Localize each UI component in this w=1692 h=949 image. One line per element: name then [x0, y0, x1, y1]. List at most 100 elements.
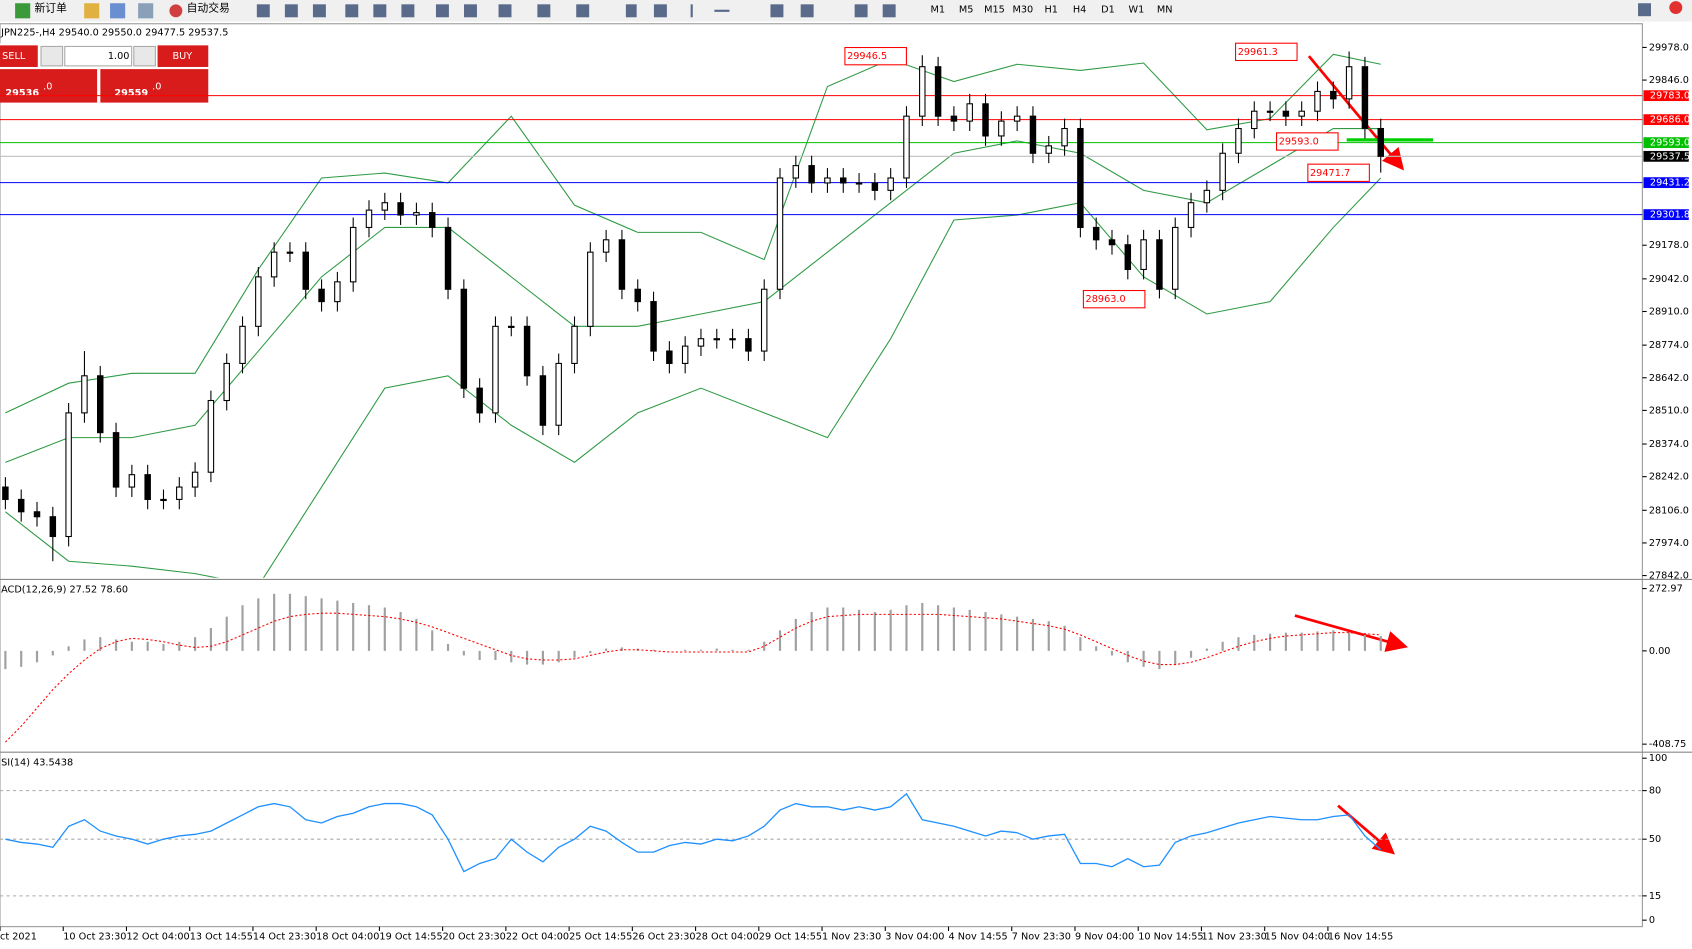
lot-up[interactable] — [133, 45, 156, 67]
candle-body — [508, 325, 515, 328]
macd-bar — [178, 641, 181, 651]
sell-price-big[interactable]: .0 — [43, 81, 52, 92]
x-tick-label: 4 Nov 14:55 — [949, 931, 1008, 942]
y-tick-label: 0.00 — [1649, 646, 1671, 657]
timeframe-button[interactable]: H4 — [1073, 5, 1086, 16]
tool-icon[interactable] — [256, 4, 270, 18]
tool-icon[interactable] — [345, 4, 359, 18]
toolbar-icon[interactable] — [84, 3, 100, 19]
candle-body — [824, 177, 831, 184]
candle-body — [1345, 66, 1353, 100]
macd-bar — [1363, 634, 1367, 651]
candle-body — [144, 474, 151, 500]
candle-body — [112, 432, 120, 488]
candle-body — [397, 202, 404, 216]
macd-bar — [778, 630, 782, 651]
candle-body — [492, 325, 499, 414]
toolbar-icon[interactable] — [110, 3, 126, 19]
macd-bar — [557, 650, 560, 663]
macd-bar — [352, 602, 355, 651]
lot-input[interactable] — [64, 45, 133, 67]
candle-body — [1298, 110, 1305, 117]
candle-body — [666, 350, 673, 364]
tool-icon[interactable] — [653, 4, 667, 18]
macd-bar — [1174, 650, 1177, 665]
tool-icon[interactable] — [401, 4, 415, 18]
tool-icon[interactable] — [625, 4, 637, 18]
macd-bar — [1047, 621, 1050, 651]
timeframe-button[interactable]: H1 — [1045, 5, 1058, 16]
macd-bar — [130, 641, 133, 651]
new-order-button[interactable]: 新订单 — [35, 2, 68, 15]
macd-bar — [984, 612, 987, 651]
bollinger-upper — [5, 53, 1381, 414]
tool-icon[interactable] — [373, 4, 387, 18]
macd-bar — [1379, 636, 1382, 651]
candle-body — [65, 412, 72, 538]
tool-icon[interactable] — [854, 4, 868, 18]
price-tag-label: 29593.0 — [1650, 138, 1690, 149]
tool-icon[interactable] — [714, 9, 730, 12]
timeframe-button[interactable]: M5 — [959, 5, 974, 16]
macd-bar — [652, 649, 655, 651]
price-tag — [1643, 137, 1689, 149]
x-tick-label: 25 Oct 14:55 — [569, 931, 632, 942]
rsi-line — [5, 792, 1382, 873]
tool-icon[interactable] — [576, 4, 590, 18]
candle-body — [428, 212, 436, 228]
timeframe-button[interactable]: W1 — [1128, 5, 1144, 16]
tool-icon[interactable] — [690, 4, 693, 18]
alert-badge — [1669, 1, 1683, 15]
candle-body — [950, 115, 958, 122]
buy-price[interactable]: 29559 — [114, 88, 148, 99]
new-order-icon[interactable] — [15, 3, 31, 19]
candle-body — [1377, 127, 1384, 157]
candle-body — [1124, 244, 1132, 271]
candle-body — [1330, 90, 1337, 100]
tool-icon[interactable] — [498, 4, 512, 18]
tool-icon[interactable] — [312, 4, 326, 18]
tool-icon[interactable] — [800, 4, 814, 18]
timeframe-button[interactable]: MN — [1157, 5, 1173, 16]
macd-bar — [794, 618, 797, 651]
sell-label[interactable]: SELL — [2, 51, 26, 62]
tool-icon[interactable] — [770, 4, 784, 18]
toolbar-icon[interactable] — [138, 3, 154, 19]
macd-bar — [952, 607, 955, 651]
macd-bar — [225, 616, 228, 651]
macd-bar — [1205, 648, 1208, 651]
tool-icon[interactable] — [464, 4, 477, 18]
buy-label[interactable]: BUY — [173, 51, 193, 62]
timeframe-button[interactable]: M30 — [1013, 5, 1034, 16]
lot-value[interactable]: 1.00 — [108, 51, 130, 62]
macd-bar — [873, 612, 876, 651]
buy-price-big[interactable]: .0 — [152, 81, 161, 92]
tool-icon[interactable] — [882, 4, 896, 18]
auto-trade-button[interactable]: 自动交易 — [187, 2, 230, 15]
tool-icon[interactable] — [284, 4, 298, 18]
tool-icon[interactable] — [435, 4, 449, 18]
timeframe-button[interactable]: D1 — [1101, 5, 1115, 16]
timeframe-button[interactable]: M1 — [930, 5, 945, 16]
auto-trade-icon[interactable] — [169, 4, 183, 18]
sell-price-box[interactable] — [0, 69, 98, 103]
lot-down[interactable] — [40, 45, 64, 67]
macd-bar — [541, 650, 544, 665]
sell-button[interactable] — [0, 45, 38, 67]
macd-bar — [747, 649, 750, 651]
macd-bar — [35, 650, 39, 663]
buy-button[interactable] — [157, 45, 209, 67]
price-tag-label: 29537.5 — [1650, 151, 1690, 162]
candle-body — [1156, 239, 1163, 290]
buy-price-box[interactable] — [100, 69, 209, 103]
candle-body — [128, 474, 136, 488]
candle-body — [413, 212, 420, 216]
tool-icon[interactable] — [537, 4, 551, 18]
sell-price[interactable]: 29536 — [5, 88, 39, 99]
macd-bar — [1332, 630, 1335, 651]
macd-bar — [494, 650, 497, 661]
timeframe-button[interactable]: M15 — [984, 5, 1005, 16]
search-icon[interactable] — [1638, 3, 1651, 17]
candle-body — [934, 66, 942, 117]
y-tick-label: 15 — [1649, 891, 1661, 902]
